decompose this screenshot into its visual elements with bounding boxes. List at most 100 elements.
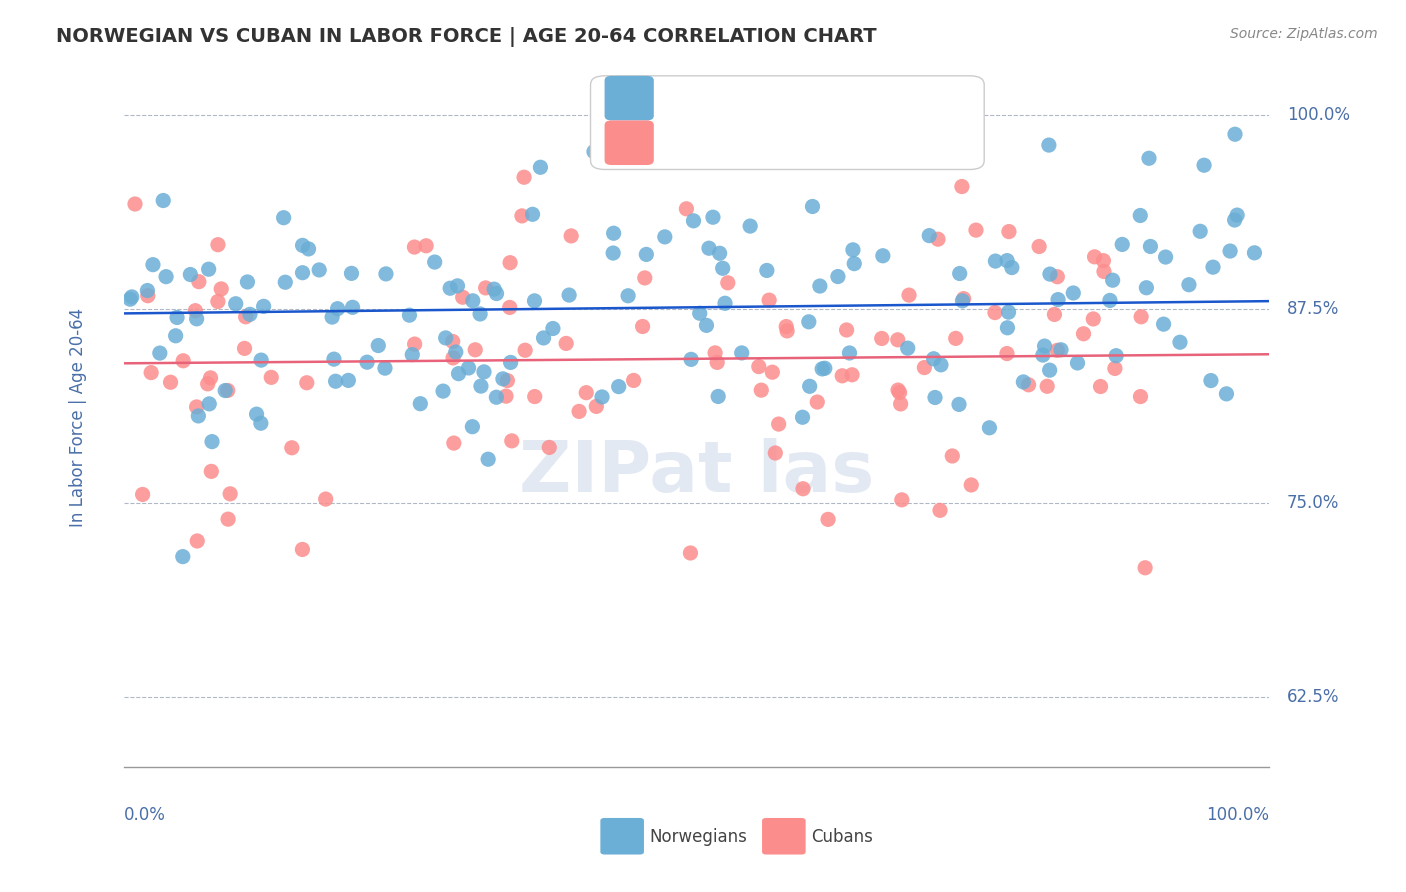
Norwegians xyxy=(1153,317,1175,331)
Norwegians xyxy=(186,311,208,326)
Norwegians xyxy=(1012,375,1035,389)
Norwegians xyxy=(1129,209,1152,223)
Norwegians xyxy=(236,275,259,289)
Norwegians xyxy=(979,421,1001,435)
Norwegians xyxy=(1039,267,1062,281)
Norwegians xyxy=(681,352,703,367)
Cubans xyxy=(898,288,921,302)
Cubans xyxy=(965,223,987,237)
Norwegians xyxy=(1066,356,1088,370)
Norwegians xyxy=(342,301,364,315)
Cubans xyxy=(889,385,911,400)
Norwegians xyxy=(1199,374,1222,388)
Text: Source: ZipAtlas.com: Source: ZipAtlas.com xyxy=(1230,27,1378,41)
Norwegians xyxy=(457,360,479,375)
Text: 0.0%: 0.0% xyxy=(124,806,166,824)
Cubans xyxy=(890,492,912,507)
Norwegians xyxy=(136,284,159,298)
Cubans xyxy=(679,546,702,560)
Norwegians xyxy=(1178,277,1201,292)
Cubans xyxy=(124,197,146,211)
Norwegians xyxy=(591,390,613,404)
Text: R = 0.029    N = 107: R = 0.029 N = 107 xyxy=(661,125,863,143)
Text: 100.0%: 100.0% xyxy=(1206,806,1270,824)
Norwegians xyxy=(838,346,860,360)
Norwegians xyxy=(434,331,457,345)
Norwegians xyxy=(949,267,972,281)
Cubans xyxy=(443,436,465,450)
Cubans xyxy=(404,240,426,254)
Norwegians xyxy=(811,362,834,376)
Cubans xyxy=(1083,250,1105,264)
Cubans xyxy=(1073,326,1095,341)
Cubans xyxy=(890,397,912,411)
Cubans xyxy=(1090,379,1112,393)
Cubans xyxy=(291,542,314,557)
Cubans xyxy=(768,417,790,431)
Cubans xyxy=(998,225,1021,239)
Norwegians xyxy=(291,266,314,280)
Norwegians xyxy=(929,358,952,372)
Norwegians xyxy=(485,286,508,301)
Norwegians xyxy=(253,299,276,313)
Norwegians xyxy=(477,452,499,467)
Text: Cubans: Cubans xyxy=(811,828,873,846)
Norwegians xyxy=(326,301,349,316)
Norwegians xyxy=(1105,349,1128,363)
Norwegians xyxy=(1223,128,1246,142)
Norwegians xyxy=(654,230,676,244)
Norwegians xyxy=(201,434,224,449)
Cubans xyxy=(806,395,828,409)
Norwegians xyxy=(1047,293,1070,307)
Cubans xyxy=(415,239,437,253)
Text: 75.0%: 75.0% xyxy=(1286,494,1339,512)
Norwegians xyxy=(439,281,461,295)
Cubans xyxy=(1046,269,1069,284)
Norwegians xyxy=(1101,273,1123,287)
Norwegians xyxy=(245,407,267,421)
Cubans xyxy=(984,305,1007,319)
Norwegians xyxy=(308,263,330,277)
Norwegians xyxy=(401,348,423,362)
Cubans xyxy=(748,359,770,374)
Norwegians xyxy=(446,278,468,293)
Norwegians xyxy=(1226,208,1249,222)
Cubans xyxy=(186,400,208,414)
Norwegians xyxy=(321,310,343,324)
Cubans xyxy=(1036,379,1059,393)
Cubans xyxy=(775,319,797,334)
Norwegians xyxy=(482,282,505,296)
Norwegians xyxy=(529,161,551,175)
Norwegians xyxy=(273,211,295,225)
Cubans xyxy=(929,503,952,517)
Norwegians xyxy=(997,320,1019,334)
Cubans xyxy=(887,383,910,397)
Norwegians xyxy=(924,391,946,405)
Cubans xyxy=(952,292,974,306)
Cubans xyxy=(217,512,239,526)
Norwegians xyxy=(375,267,398,281)
Cubans xyxy=(217,384,239,398)
Norwegians xyxy=(799,379,821,393)
Cubans xyxy=(187,275,209,289)
Norwegians xyxy=(423,255,446,269)
Norwegians xyxy=(1223,213,1246,227)
Cubans xyxy=(835,323,858,337)
Norwegians xyxy=(1135,281,1157,295)
Norwegians xyxy=(984,254,1007,268)
Norwegians xyxy=(1192,158,1215,172)
Cubans xyxy=(841,368,863,382)
Norwegians xyxy=(166,310,188,325)
Norwegians xyxy=(755,263,778,277)
Norwegians xyxy=(997,305,1019,319)
Cubans xyxy=(474,281,496,295)
Norwegians xyxy=(1168,335,1191,350)
Norwegians xyxy=(152,194,174,208)
Norwegians xyxy=(695,318,717,333)
Norwegians xyxy=(197,262,219,277)
Cubans xyxy=(200,371,222,385)
Cubans xyxy=(634,271,657,285)
Cubans xyxy=(207,237,229,252)
Cubans xyxy=(950,179,973,194)
Cubans xyxy=(1092,264,1115,278)
